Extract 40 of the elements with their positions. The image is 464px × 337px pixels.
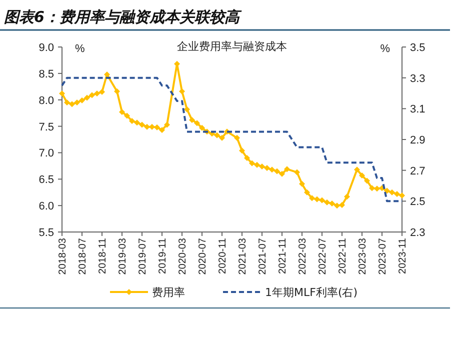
- y-axis-title: %: [75, 43, 85, 55]
- x-tick-label: 2023-07: [378, 238, 388, 275]
- x-tick-label: 2020-07: [198, 238, 208, 275]
- x-tick-label: 2019-07: [138, 238, 148, 275]
- x-tick-label: 2020-03: [178, 238, 188, 275]
- chart-subtitle: 企业费用率与融资成本: [177, 40, 287, 53]
- x-tick-label: 2019-11: [158, 238, 168, 274]
- legend-label: 1年期MLF利率(右): [265, 286, 358, 299]
- x-tick-label: 2019-03: [118, 238, 128, 275]
- x-tick-label: 2022-03: [298, 238, 308, 275]
- x-tick-label: 2022-07: [318, 238, 328, 275]
- legend-label: 费用率: [152, 286, 185, 299]
- y-tick-label: 6.5: [38, 174, 54, 186]
- y-tick-label: 7.5: [38, 121, 54, 134]
- y2-tick-label: 2.9: [410, 134, 426, 146]
- x-tick-label: 2023-11: [398, 238, 408, 274]
- x-tick-label: 2018-11: [98, 238, 108, 274]
- y2-tick-label: 2.3: [410, 227, 426, 239]
- y-tick-label: 7.0: [38, 148, 54, 160]
- x-tick-label: 2021-11: [278, 238, 288, 274]
- y2-tick-label: 3.1: [410, 104, 426, 116]
- x-tick-label: 2018-07: [78, 238, 88, 275]
- x-tick-label: 2022-11: [338, 238, 348, 274]
- y2-tick-label: 3.5: [410, 42, 426, 54]
- x-tick-label: 2020-11: [218, 238, 228, 274]
- x-tick-label: 2018-03: [58, 238, 68, 275]
- x-tick-label: 2021-07: [258, 238, 268, 275]
- y-tick-label: 6.0: [38, 200, 54, 213]
- y-tick-label: 9.0: [38, 42, 54, 54]
- chart-title: 图表6：费用率与融资成本关联较高: [4, 8, 242, 26]
- y-tick-label: 8.5: [38, 68, 54, 80]
- x-tick-label: 2021-03: [238, 238, 248, 275]
- y2-axis-title: %: [380, 43, 390, 55]
- y2-tick-label: 2.7: [410, 165, 426, 178]
- y2-tick-label: 3.3: [410, 72, 426, 85]
- x-tick-label: 2023-03: [358, 238, 368, 275]
- y-tick-label: 5.5: [38, 227, 54, 239]
- y-tick-label: 8.0: [38, 94, 54, 107]
- line-series: [61, 76, 403, 202]
- y2-tick-label: 2.5: [410, 196, 426, 208]
